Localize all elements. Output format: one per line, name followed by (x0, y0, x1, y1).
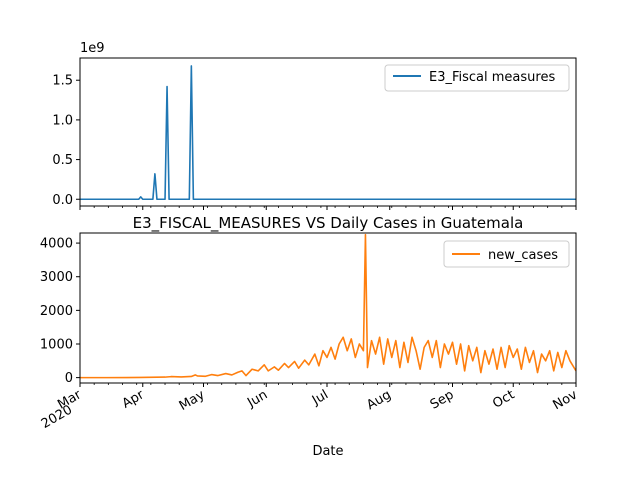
bottom-y-tick-label: 2000 (40, 304, 73, 319)
series-line-new-cases (80, 233, 577, 379)
bottom-axes-frame (79, 232, 577, 384)
bottom-y-tick-label: 1000 (40, 337, 73, 352)
bottom-y-tick-label: 4000 (40, 237, 73, 252)
x-axis-label: Date (312, 444, 343, 459)
chart-title: E3_FISCAL_MEASURES VS Daily Cases in Gua… (133, 214, 524, 233)
top-y-tick-label: 0.0 (52, 193, 73, 208)
top-x-ticks (79, 206, 577, 210)
bottom-series-layer (80, 233, 577, 379)
top-legend-box (384, 64, 570, 92)
bottom-y-tick-label: 3000 (40, 270, 73, 285)
top-offset-text: 1e9 (80, 41, 105, 56)
top-y-tick-label: 0.5 (52, 153, 73, 168)
top-y-tick-label: 1.5 (52, 74, 73, 89)
bottom-y-tick-label: 0 (65, 371, 73, 386)
bottom-legend: new_cases (443, 240, 570, 268)
bottom-y-ticks: 0 1000 2000 3000 4000 (40, 237, 80, 386)
top-y-ticks: 0.0 0.5 1.0 1.5 (52, 74, 80, 208)
bottom-legend-box (443, 240, 570, 268)
bottom-x-tick-label: Jul (309, 387, 331, 408)
series-line-e3-fiscal-measures (80, 65, 576, 201)
top-y-tick-label: 1.0 (52, 113, 73, 128)
top-axes-frame (79, 57, 577, 207)
top-axes: 0.0 0.5 1.0 1.5 1e9 E3_Fiscal measures (52, 41, 577, 210)
bottom-legend-label: new_cases (488, 248, 558, 263)
top-series-layer (80, 65, 576, 201)
top-legend: E3_Fiscal measures (384, 64, 570, 92)
top-legend-label: E3_Fiscal measures (429, 70, 555, 85)
